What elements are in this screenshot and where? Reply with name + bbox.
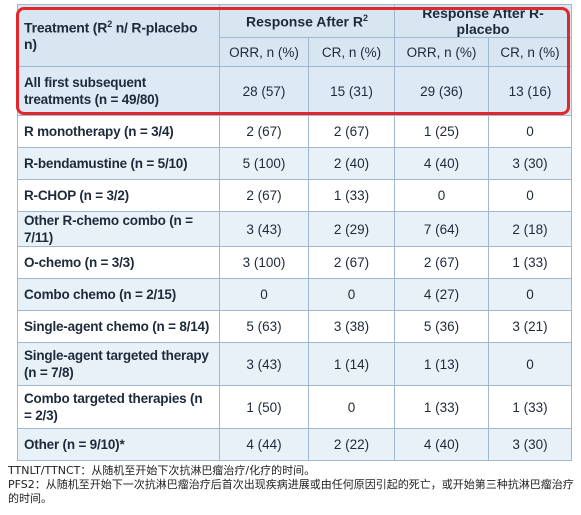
treatment-label: Single-agent chemo (n = 8/14) [17,310,220,343]
orr-r2-cell: 2 (67) [219,115,309,148]
cr-r2-header: CR, n (%) [308,37,395,67]
orr-placebo-cell: 1 (25) [394,115,489,148]
orr-placebo-cell: 4 (27) [394,278,489,311]
results-table-container: Treatment (R2 n/ R-placebo n) Response A… [17,4,573,461]
orr-r2-cell: 2 (67) [219,179,309,212]
footnote-ttnlt: TTNLT/TTNCT：从随机至开始下次抗淋巴瘤治疗/化疗的时间。 [8,464,316,477]
cr-r2-cell: 15 (31) [308,66,395,116]
treatment-label: R-CHOP (n = 3/2) [17,179,220,212]
treatment-label: R-bendamustine (n = 5/10) [17,147,220,180]
cr-placebo-cell: 0 [487,342,573,386]
orr-placebo-cell: 4 (40) [394,147,489,180]
treatment-label: Other (n = 9/10)* [17,428,220,461]
table-row: Combo chemo (n = 2/15) 0 0 4 (27) 0 [17,278,573,311]
orr-placebo-cell: 7 (64) [394,211,489,247]
cr-r2-cell: 2 (22) [308,428,395,461]
table-row: R-CHOP (n = 3/2) 2 (67) 1 (33) 0 0 [17,179,573,212]
footnote-pfs2: PFS2：从随机至开始下一次抗淋巴瘤治疗后首次出现疾病进展或由任何原因引起的死亡… [8,478,574,505]
results-table: Treatment (R2 n/ R-placebo n) Response A… [17,4,573,461]
orr-r2-cell: 3 (43) [219,342,309,386]
orr-placebo-cell: 29 (36) [394,66,489,116]
orr-r2-cell: 28 (57) [219,66,309,116]
orr-r2-cell: 4 (44) [219,428,309,461]
cr-r2-cell: 2 (67) [308,115,395,148]
treatment-label: Other R-chemo combo (n = 7/11) [17,211,220,247]
orr-r2-cell: 5 (63) [219,310,309,343]
treatment-column-header: Treatment (R2 n/ R-placebo n) [17,4,220,67]
cr-placebo-cell: 0 [487,115,573,148]
orr-placebo-cell: 1 (13) [394,342,489,386]
table-row: Single-agent chemo (n = 8/14) 5 (63) 3 (38… [17,310,573,343]
table-row: All first subsequent treatments (n = 49/… [17,66,573,116]
cr-placebo-cell: 3 (21) [487,310,573,343]
cr-r2-cell: 3 (38) [308,310,395,343]
treatment-label: R monotherapy (n = 3/4) [17,115,220,148]
cr-placebo-cell: 2 (18) [487,211,573,247]
footnotes: TTNLT/TTNCT：从随机至开始下次抗淋巴瘤治疗/化疗的时间。 PFS2：从… [8,464,578,506]
cr-placebo-cell: 3 (30) [487,147,573,180]
table-row: Single-agent targeted therapy (n = 7/8) 3… [17,342,573,386]
cr-r2-cell: 2 (29) [308,211,395,247]
cr-placebo-cell: 1 (33) [487,246,573,279]
table-row: O-chemo (n = 3/3) 3 (100) 2 (67) 2 (67) 1 (3… [17,246,573,279]
orr-placebo-cell: 4 (40) [394,428,489,461]
orr-placebo-cell: 1 (33) [394,385,489,429]
table-header: Treatment (R2 n/ R-placebo n) Response A… [17,4,573,67]
cr-r2-cell: 2 (67) [308,246,395,279]
treatment-label: Combo chemo (n = 2/15) [17,278,220,311]
treatment-header-text: Treatment (R [24,19,108,36]
response-after-r-placebo-header: Response After R-placebo [393,4,573,38]
table-row: Other R-chemo combo (n = 7/11) 3 (43) 2 (2… [17,211,573,247]
cr-placebo-cell: 13 (16) [487,66,573,116]
treatment-header-sup: 2 [107,19,112,30]
cr-r2-cell: 1 (33) [308,179,395,212]
treatment-label: Combo targeted therapies (n = 2/3) [17,385,220,429]
table-row: Combo targeted therapies (n = 2/3) 1 (50)… [17,385,573,429]
cr-r2-cell: 2 (40) [308,147,395,180]
cr-placebo-cell: 1 (33) [487,385,573,429]
table-row: R monotherapy (n = 3/4) 2 (67) 2 (67) 1 (25… [17,115,573,148]
orr-r2-cell: 3 (43) [219,211,309,247]
treatment-header-rest: n/ R-placebo n) [24,19,198,52]
orr-r2-cell: 1 (50) [219,385,309,429]
cr-placebo-cell: 0 [487,278,573,311]
orr-placebo-cell: 0 [394,179,489,212]
treatment-label: All first subsequent treatments (n = 49/… [17,66,220,116]
treatment-label: Single-agent targeted therapy (n = 7/8) [17,342,220,386]
group1-header-text: Response After R [246,13,363,30]
table-row: Other (n = 9/10)* 4 (44) 2 (22) 4 (40) 3 (30… [17,428,573,461]
treatment-label: O-chemo (n = 3/3) [17,246,220,279]
cr-r2-cell: 0 [308,278,395,311]
orr-r2-cell: 0 [219,278,309,311]
cr-r2-cell: 0 [308,385,395,429]
table-row: R-bendamustine (n = 5/10) 5 (100) 2 (40) 4 … [17,147,573,180]
cr-r2-cell: 1 (14) [308,342,395,386]
orr-r2-cell: 3 (100) [219,246,309,279]
orr-placebo-cell: 2 (67) [394,246,489,279]
cr-placebo-cell: 0 [487,179,573,212]
group1-header-sup: 2 [362,12,368,23]
orr-r2-header: ORR, n (%) [219,37,309,67]
orr-placebo-cell: 5 (36) [394,310,489,343]
cr-placebo-header: CR, n (%) [487,37,573,67]
orr-placebo-header: ORR, n (%) [394,37,489,67]
table-body: All first subsequent treatments (n = 49/… [17,66,573,461]
cr-placebo-cell: 3 (30) [487,428,573,461]
response-after-r2-header: Response After R2 [219,4,395,38]
orr-r2-cell: 5 (100) [219,147,309,180]
